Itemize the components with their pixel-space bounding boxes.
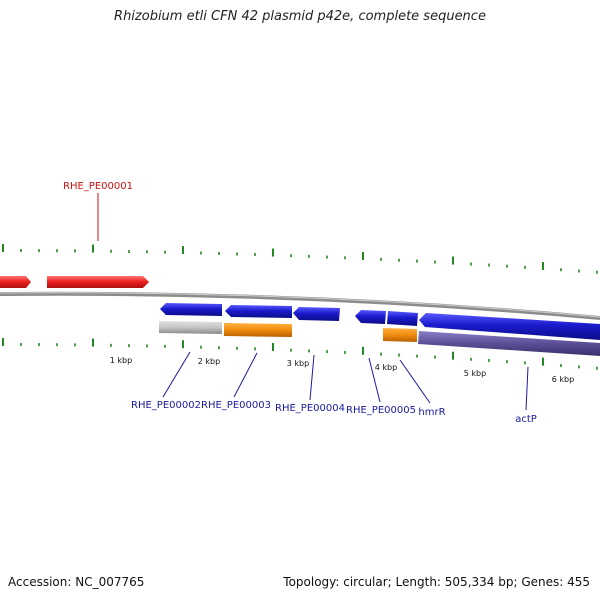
gene-label-actp: actP bbox=[515, 414, 537, 425]
kbp-label-2: 2 kbp bbox=[198, 357, 220, 366]
topology-text: Topology: circular; Length: 505,334 bp; … bbox=[283, 575, 590, 589]
accession-text: Accession: NC_007765 bbox=[8, 575, 145, 589]
gene-label-rhe-pe00002: RHE_PE00002 bbox=[131, 400, 201, 411]
red-feature-arrow bbox=[0, 276, 31, 288]
blue-feature-rhe-pe00005 bbox=[355, 310, 386, 324]
purple-feature bbox=[418, 331, 600, 356]
sequence-backbone bbox=[0, 291, 600, 320]
blue-feature-rhe-pe00003 bbox=[225, 305, 292, 318]
gene-label-rhe-pe00003: RHE_PE00003 bbox=[201, 400, 271, 411]
gene-label-rhe-pe00005: RHE_PE00005 bbox=[346, 405, 416, 416]
leader-actp bbox=[525, 366, 529, 411]
tick-row-top bbox=[2, 244, 598, 274]
map-title: Rhizobium etli CFN 42 plasmid p42e, comp… bbox=[114, 9, 486, 24]
gene-label-hmrr: hmrR bbox=[418, 407, 445, 418]
blue-feature-rhe-pe00002 bbox=[160, 303, 222, 316]
gene-label-rhe-pe00001: RHE_PE00001 bbox=[63, 181, 133, 192]
leader-rhe-pe00003 bbox=[233, 352, 258, 398]
leader-rhe-pe00005 bbox=[368, 357, 381, 403]
kbp-label-5: 5 kbp bbox=[464, 369, 486, 378]
leader-hmrr bbox=[399, 359, 431, 404]
gene-label-rhe-pe00004: RHE_PE00004 bbox=[275, 403, 345, 414]
kbp-label-1: 1 kbp bbox=[110, 356, 132, 365]
kbp-label-3: 3 kbp bbox=[287, 359, 309, 368]
red-feature-rhe-pe00001 bbox=[47, 276, 149, 288]
blue-feature-rhe-pe00004 bbox=[293, 307, 340, 321]
leader-rhe-pe00004 bbox=[309, 354, 315, 401]
kbp-label-4: 4 kbp bbox=[375, 363, 397, 372]
kbp-label-6: 6 kbp bbox=[552, 375, 574, 384]
tick-row-bottom bbox=[2, 338, 598, 370]
orange-feature-left bbox=[224, 323, 292, 337]
gray-feature bbox=[159, 321, 222, 334]
orange-feature-right bbox=[383, 328, 417, 342]
leader-rhe-pe00002 bbox=[162, 351, 191, 398]
sequence-backbone-highlight bbox=[0, 292, 600, 318]
blue-feature-actp bbox=[419, 313, 600, 340]
blue-feature-hmrr bbox=[387, 311, 418, 326]
